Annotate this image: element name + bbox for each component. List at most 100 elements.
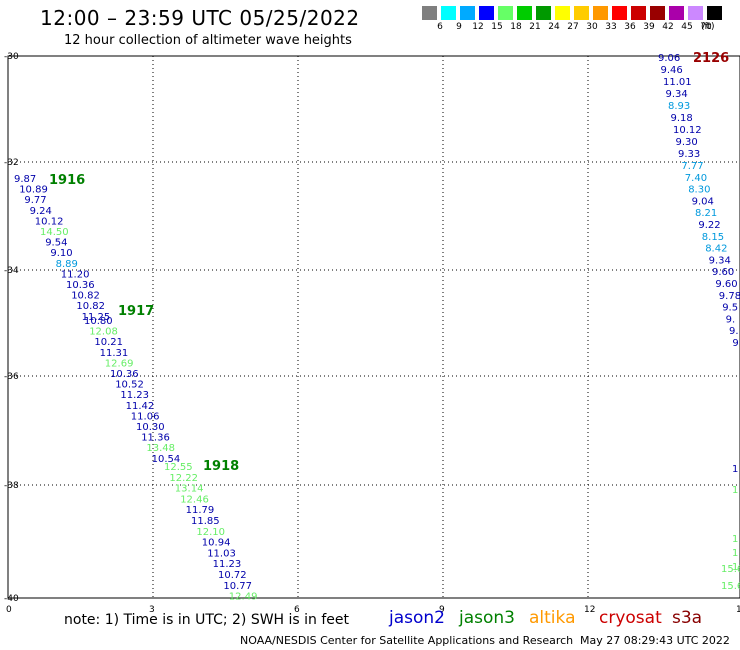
plot-frame <box>7 55 740 599</box>
wave-height-value: 9.5 <box>722 303 738 314</box>
wave-height-value: 9.10 <box>50 248 72 259</box>
satellite-legend-item: jason3 <box>459 608 515 628</box>
legend-label: 18 <box>510 22 522 32</box>
wave-height-value: 11.42 <box>126 401 155 412</box>
legend-swatch <box>688 6 703 20</box>
wave-height-value: 12.22 <box>169 473 198 484</box>
wave-height-value: 14.50 <box>40 227 69 238</box>
wave-height-value: 11.23 <box>213 559 242 570</box>
wave-height-value: 12.55 <box>164 462 193 473</box>
footer-credit: NOAA/NESDIS Center for Satellite Applica… <box>240 634 574 647</box>
x-tick-label: 3 <box>149 605 155 615</box>
legend-label: 27 <box>567 22 579 32</box>
satellite-legend-item: cryosat <box>599 608 662 628</box>
wave-height-value: 9.87 <box>14 174 36 185</box>
legend-label: 42 <box>662 22 674 32</box>
wave-height-value: 9. <box>729 326 739 337</box>
legend-swatch <box>593 6 608 20</box>
wave-height-value: 9.34 <box>666 89 688 100</box>
legend-swatch <box>517 6 532 20</box>
wave-height-value: 11.85 <box>191 516 220 527</box>
legend-swatch <box>479 6 494 20</box>
wave-height-value: 1 <box>732 562 738 573</box>
x-tick-label: 12 <box>584 605 595 615</box>
legend-swatch <box>650 6 665 20</box>
legend-label: 33 <box>605 22 617 32</box>
wave-height-value: 15.6 <box>721 581 740 592</box>
wave-height-value: 10.89 <box>19 185 48 196</box>
footer-note: note: 1) Time is in UTC; 2) SWH is in fe… <box>64 612 350 628</box>
legend-swatch <box>422 6 437 20</box>
wave-height-value: 10.54 <box>152 454 181 465</box>
wave-height-value: 12.49 <box>229 592 258 603</box>
legend-swatch <box>707 6 722 20</box>
page-subtitle: 12 hour collection of altimeter wave hei… <box>64 33 352 48</box>
pass-number-label: 1918 <box>203 459 239 474</box>
x-tick-label: 0 <box>6 605 12 615</box>
pass-number-label: 1917 <box>118 304 154 319</box>
legend-label: 39 <box>643 22 655 32</box>
legend-label: 21 <box>529 22 541 32</box>
y-tick-label: -32 <box>4 158 19 168</box>
wave-height-value: 10.94 <box>202 538 231 549</box>
y-tick-label: -38 <box>4 481 19 491</box>
wave-height-value: 9.54 <box>45 238 67 249</box>
wave-height-value: 9.60 <box>712 267 734 278</box>
wave-height-value: 11.23 <box>120 390 149 401</box>
wave-height-value: 9. <box>726 314 736 325</box>
legend-swatch <box>555 6 570 20</box>
wave-height-value: 10.82 <box>76 301 105 312</box>
wave-height-value: 9.46 <box>661 65 683 76</box>
wave-height-value: 10.36 <box>66 280 95 291</box>
pass-number-label: 2126 <box>693 51 729 66</box>
wave-height-value: 11.01 <box>663 77 692 88</box>
wave-height-value: 9.34 <box>709 255 731 266</box>
legend-label: 6 <box>437 22 443 32</box>
wave-height-value: 9.60 <box>715 279 737 290</box>
y-tick-label: -34 <box>4 266 19 276</box>
legend-swatch <box>536 6 551 20</box>
wave-height-value: 9 <box>732 338 738 349</box>
legend-swatch <box>460 6 475 20</box>
wave-height-value: 9.77 <box>24 195 46 206</box>
page-title: 12:00 – 23:59 UTC 05/25/2022 <box>40 6 360 30</box>
wave-height-value: 10.80 <box>84 316 113 327</box>
wave-height-value: 1 <box>732 548 738 559</box>
wave-height-value: 9.22 <box>698 220 720 231</box>
wave-height-value: 13.48 <box>146 443 175 454</box>
legend-unit: (ft) <box>701 22 715 32</box>
y-tick-label: -36 <box>4 372 19 382</box>
legend-swatch <box>612 6 627 20</box>
wave-height-value: 11.03 <box>207 548 236 559</box>
wave-height-value: 10.12 <box>35 216 64 227</box>
wave-height-value: 8.89 <box>56 259 78 270</box>
wave-height-value: 7.40 <box>685 173 707 184</box>
wave-height-value: 11.79 <box>186 505 215 516</box>
wave-height-value: 1 <box>732 485 738 496</box>
legend-swatch <box>574 6 589 20</box>
legend-swatch <box>669 6 684 20</box>
wave-height-value: 9.78 <box>719 291 740 302</box>
wave-height-value: 15.6 <box>721 564 740 575</box>
wave-height-value: 10.12 <box>673 125 702 136</box>
x-tick-label: 15 <box>736 605 740 615</box>
wave-height-value: 9.18 <box>671 113 693 124</box>
legend-label: 45 <box>681 22 693 32</box>
wave-height-value: 10.30 <box>136 422 165 433</box>
wave-height-value: 10.52 <box>115 380 144 391</box>
wave-height-value: 12.46 <box>180 494 209 505</box>
wave-height-value: 10.77 <box>223 581 252 592</box>
wave-height-value: 9.06 <box>658 53 680 64</box>
legend-swatch <box>441 6 456 20</box>
legend-label: 15 <box>491 22 503 32</box>
wave-height-value: 8.15 <box>702 232 724 243</box>
wave-height-value: 11.06 <box>131 411 160 422</box>
legend-label: 70 <box>700 22 712 32</box>
wave-height-value: 11.25 <box>82 312 111 323</box>
satellite-legend-item: jason2 <box>389 608 445 628</box>
legend-label: 24 <box>548 22 560 32</box>
wave-height-value: 7.77 <box>681 161 703 172</box>
wave-height-value: 12.69 <box>105 358 134 369</box>
